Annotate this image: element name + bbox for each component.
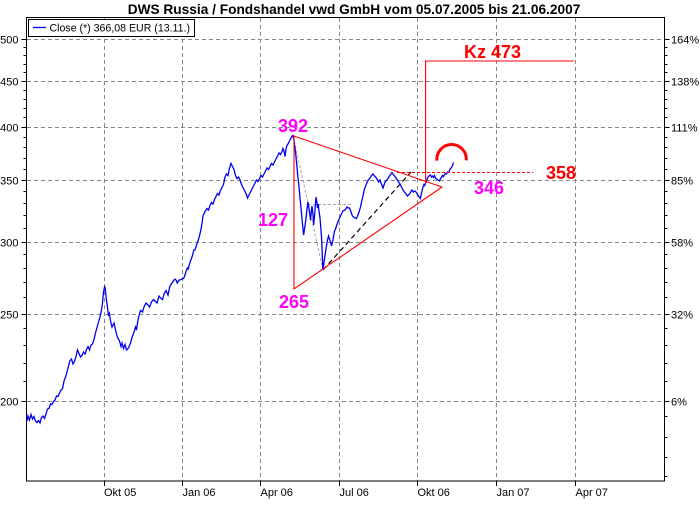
svg-text:138%: 138% (671, 77, 699, 89)
svg-text:350: 350 (0, 176, 18, 188)
svg-text:Close (*) 366,08 EUR (13.11.): Close (*) 366,08 EUR (13.11.) (50, 23, 191, 35)
svg-text:Jan 07: Jan 07 (497, 487, 530, 499)
svg-text:265: 265 (279, 292, 309, 312)
svg-text:450: 450 (0, 77, 18, 89)
svg-text:300: 300 (0, 238, 18, 250)
svg-text:400: 400 (0, 123, 18, 135)
svg-text:Kz 473: Kz 473 (464, 42, 521, 62)
svg-text:6%: 6% (671, 397, 687, 409)
svg-text:250: 250 (0, 310, 18, 322)
svg-text:164%: 164% (671, 35, 699, 47)
svg-text:Apr 07: Apr 07 (576, 487, 608, 499)
svg-text:127: 127 (258, 210, 288, 230)
svg-text:111%: 111% (671, 123, 698, 135)
svg-text:58%: 58% (671, 238, 693, 250)
svg-text:85%: 85% (671, 176, 693, 188)
svg-text:32%: 32% (671, 310, 693, 322)
svg-text:346: 346 (474, 178, 504, 198)
svg-text:392: 392 (278, 116, 308, 136)
svg-text:Jul 06: Jul 06 (340, 487, 369, 499)
svg-text:Okt 05: Okt 05 (104, 487, 136, 499)
svg-text:DWS Russia / Fondshandel vwd G: DWS Russia / Fondshandel vwd GmbH vom 05… (128, 2, 581, 17)
svg-text:Apr 06: Apr 06 (261, 487, 293, 499)
svg-text:Jan 06: Jan 06 (183, 487, 216, 499)
svg-text:200: 200 (0, 397, 18, 409)
svg-text:500: 500 (0, 35, 18, 47)
svg-text:Okt 06: Okt 06 (418, 487, 450, 499)
svg-text:358: 358 (546, 163, 576, 183)
